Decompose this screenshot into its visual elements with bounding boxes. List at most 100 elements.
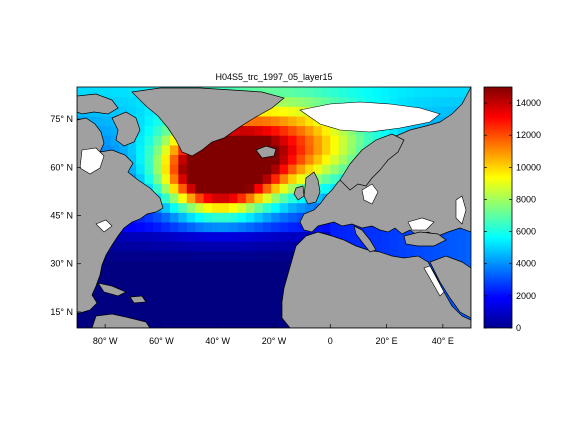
grid-cell [288,183,298,194]
grid-cell [313,221,323,233]
grid-cell [288,154,298,165]
grid-cell [347,96,357,107]
grid-cell [279,212,289,223]
grid-cell [161,183,171,194]
grid-cell [119,87,129,98]
grid-cell [262,241,272,252]
grid-cell [288,144,298,155]
grid-cell [330,87,340,98]
grid-cell [321,221,331,233]
grid-cell [195,231,205,242]
grid-cell [136,299,146,310]
grid-cell [203,212,213,223]
grid-cell [313,96,323,107]
grid-cell [262,299,272,310]
grid-cell [203,193,213,204]
grid-cell [93,115,103,127]
grid-cell [220,173,230,184]
grid-cell [161,279,171,290]
grid-cell [330,173,340,184]
grid-cell [406,96,416,107]
baffin-island-land [111,111,141,147]
grid-cell [212,318,222,328]
grid-cell [237,125,247,136]
grid-cell [169,299,179,310]
grid-cell [127,221,137,233]
grid-cell [119,231,129,242]
grid-cell [127,106,137,117]
grid-cell [195,318,205,328]
grid-cell [220,250,230,262]
grid-cell [271,250,281,262]
grid-cell [355,135,365,146]
grid-cell [144,212,154,223]
grid-cell [245,173,255,184]
grid-cell [296,173,306,184]
red-sea-nodata [423,265,445,297]
grid-cell [127,241,137,252]
grid-cell [228,202,238,213]
grid-cell [321,183,331,194]
grid-cell [313,135,323,146]
grid-cell [271,106,281,117]
grid-cell [431,96,441,107]
grid-cell [237,202,247,213]
grid-cell [152,318,162,328]
grid-cell [245,289,255,300]
grid-cell [288,212,298,223]
grid-cell [271,308,281,319]
grid-cell [220,241,230,252]
grid-cell [245,318,255,328]
grid-cell [144,231,154,242]
grid-cell [136,279,146,290]
grid-cell [380,241,390,252]
grid-cell [338,125,348,136]
grid-cell [127,144,137,155]
grid-cell [178,173,188,184]
grid-cell [406,87,416,98]
grid-cell [271,193,281,204]
baltic-nodata [361,183,379,205]
grid-cell [304,144,314,155]
grid-cell [195,183,205,194]
grid-cell [212,308,222,319]
grid-cell [279,106,289,117]
grid-cell [330,144,340,155]
grid-cell [456,308,466,319]
grid-cell [212,173,222,184]
grid-cell [144,135,154,146]
latitude-axis: 75° N 60° N 45° N 30° N 15° N [50,114,81,317]
grid-cell [254,115,264,127]
grid-cell [152,154,162,165]
grid-cell [465,231,471,242]
grid-cell [186,318,196,328]
grid-cell [161,135,171,146]
grid-cell [203,279,213,290]
grid-cell [195,299,205,310]
grid-cell [254,260,264,271]
grid-cell [152,125,162,136]
grid-cell [389,96,399,107]
grid-cell [271,299,281,310]
grid-cell [102,87,112,98]
grid-cell [203,173,213,184]
grid-cell [262,279,272,290]
grid-cell [169,202,179,213]
grid-cell [178,289,188,300]
y-tick-label: 15° N [50,307,73,317]
grid-cell [220,212,230,223]
scandinavia-land [339,133,405,191]
grid-cell [304,202,314,213]
grid-cell [136,260,146,271]
grid-cell [119,308,129,319]
grid-cell [93,87,103,98]
grid-cell [110,135,120,146]
grid-cell [203,221,213,233]
grid-cell [245,125,255,136]
grid-cell [372,231,382,242]
grid-cell [144,173,154,184]
grid-cell [127,231,137,242]
grid-cell [136,289,146,300]
grid-cell [271,173,281,184]
grid-cell [279,115,289,127]
